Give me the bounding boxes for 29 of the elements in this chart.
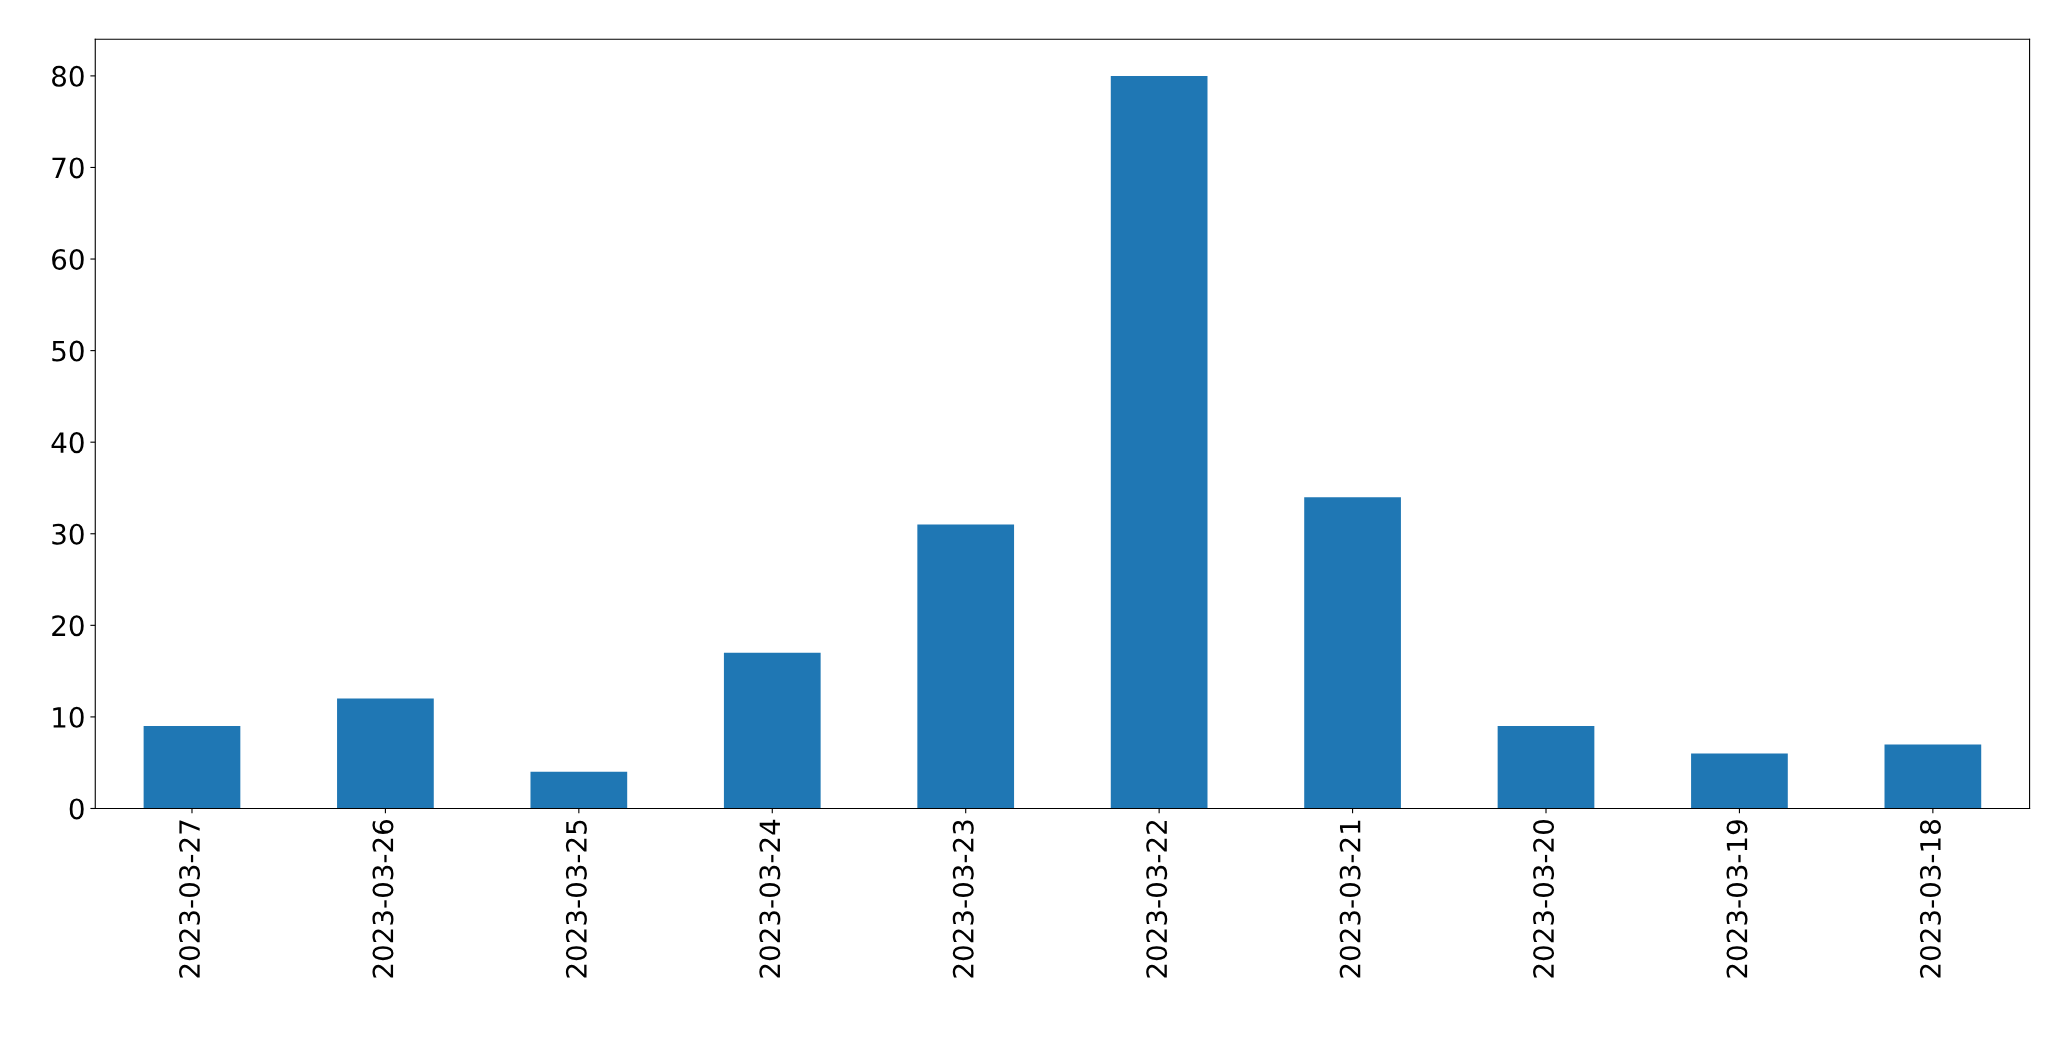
y-tick-label: 10 (53, 706, 84, 728)
y-tick-label: 0 (69, 798, 84, 820)
x-tick-label: 2023-03-23 (952, 820, 974, 978)
bar (1497, 726, 1595, 809)
x-tick-label: 2023-03-22 (1146, 820, 1168, 978)
x-tick-label: 2023-03-25 (565, 820, 587, 978)
bar (723, 652, 821, 809)
bar (143, 726, 241, 809)
x-tick-label: 2023-03-26 (372, 819, 394, 978)
bar (1110, 75, 1208, 809)
y-tick-label: 80 (52, 65, 84, 87)
y-tick-label: 50 (52, 340, 84, 362)
y-tick-label: 40 (51, 432, 84, 454)
y-tick-label: 60 (52, 248, 84, 270)
bar (1691, 753, 1788, 809)
bar (1304, 497, 1401, 809)
y-tick-label: 70 (52, 157, 84, 179)
x-tick-label: 2023-03-24 (759, 819, 781, 978)
bar (917, 524, 1015, 809)
y-tick-label: 30 (52, 523, 84, 545)
x-tick-label: 2023-03-19 (1726, 820, 1748, 978)
bar (1884, 744, 1982, 809)
x-tick-label: 2023-03-18 (1919, 820, 1941, 978)
x-tick-label: 2023-03-21 (1339, 820, 1361, 978)
bar (337, 698, 434, 809)
y-tick-label: 20 (52, 615, 84, 637)
bar (530, 771, 628, 809)
x-tick-label: 2023-03-27 (179, 820, 201, 978)
x-tick-label: 2023-03-20 (1533, 820, 1555, 978)
